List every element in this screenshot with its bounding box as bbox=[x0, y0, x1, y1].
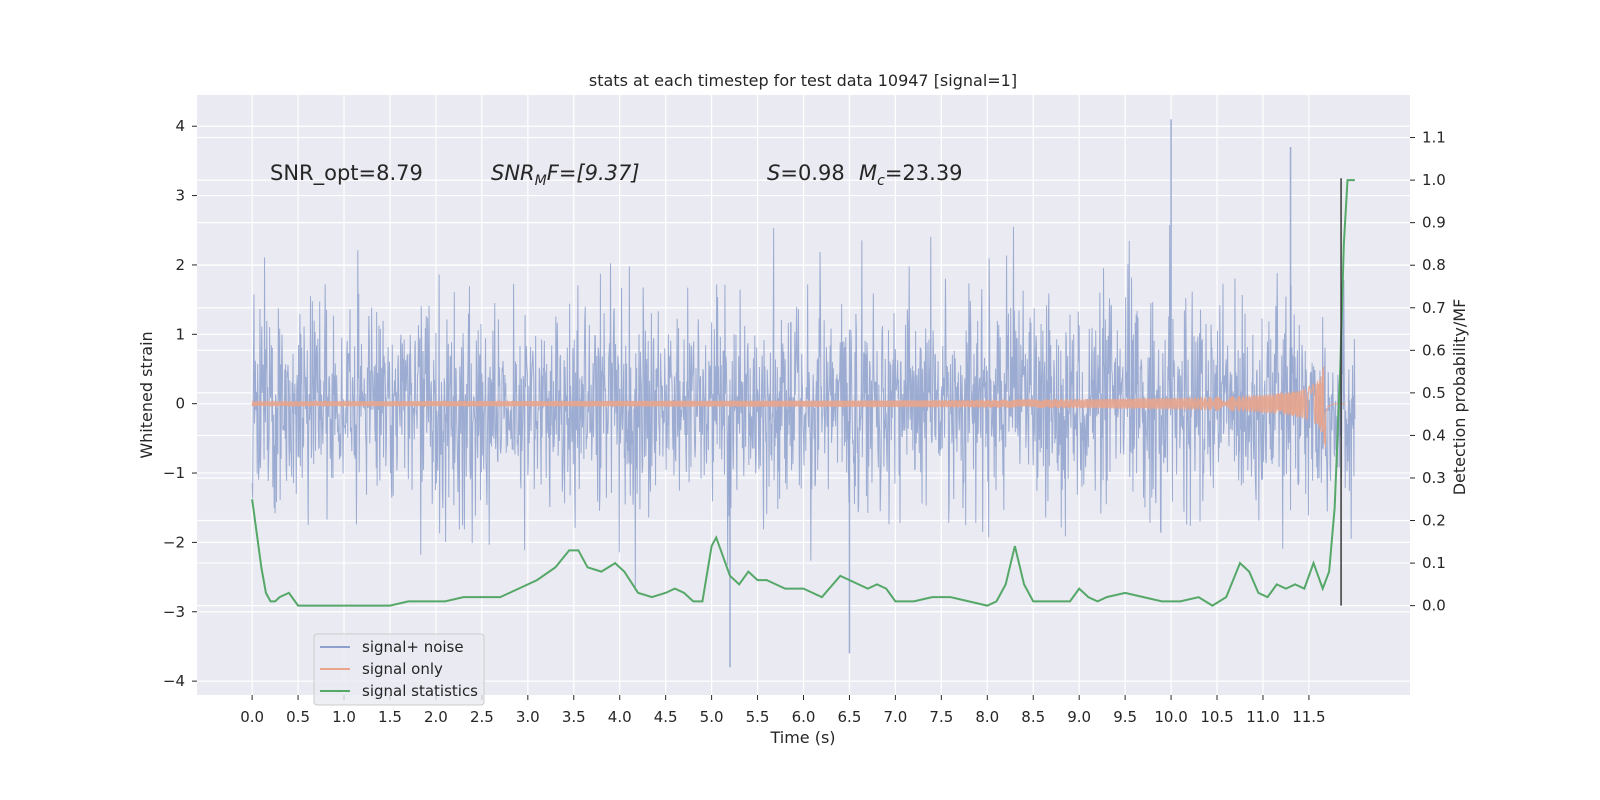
annotation-snr-mf-symbol: SNR bbox=[491, 161, 535, 185]
legend-label-stats: signal statistics bbox=[362, 682, 478, 700]
signal-only-series bbox=[251, 366, 1346, 449]
y2-tick-label: 0.4 bbox=[1422, 426, 1446, 444]
signal-noise-series bbox=[251, 119, 1356, 668]
x-tick-label: 3.0 bbox=[516, 708, 540, 726]
x-tick-label: 8.0 bbox=[975, 708, 999, 726]
y-tick-label: −3 bbox=[163, 603, 185, 621]
x-axis-label: Time (s) bbox=[769, 728, 835, 747]
series-signal-statistics bbox=[251, 179, 1355, 607]
y2-tick-label: 0.3 bbox=[1422, 469, 1446, 487]
annotation-mc-subscript: c bbox=[877, 173, 885, 189]
y2-axis-ticks: 1.1 1.0 0.9 0.8 0.7 0.6 0.5 0.4 0.3 0.2 0.1 0.0 bbox=[1410, 129, 1446, 615]
y2-tick-label: 0.6 bbox=[1422, 341, 1446, 359]
annotation-snr-mf-value: F=[9.37] bbox=[547, 161, 640, 185]
legend-label-noise: signal+ noise bbox=[362, 638, 464, 656]
annotation-snr-mf: SNRMF=[9.37] bbox=[491, 161, 640, 189]
x-tick-label: 8.5 bbox=[1021, 708, 1045, 726]
x-tick-label: 1.5 bbox=[378, 708, 402, 726]
annotation-mc: Mc=23.39 bbox=[859, 161, 963, 189]
x-tick-label: 9.5 bbox=[1113, 708, 1137, 726]
y-tick-label: −4 bbox=[163, 672, 185, 690]
x-tick-label: 3.5 bbox=[562, 708, 586, 726]
x-tick-label: 0.0 bbox=[240, 708, 264, 726]
x-tick-label: 9.0 bbox=[1067, 708, 1091, 726]
x-tick-label: 6.5 bbox=[838, 708, 862, 726]
x-tick-label: 7.0 bbox=[883, 708, 907, 726]
legend: signal+ noise signal only signal statist… bbox=[313, 633, 485, 706]
y2-tick-label: 0.9 bbox=[1422, 214, 1446, 232]
y-tick-label: 4 bbox=[175, 117, 185, 135]
y2-tick-label: 0.5 bbox=[1422, 384, 1446, 402]
y2-tick-label: 0.1 bbox=[1422, 554, 1446, 572]
x-tick-label: 6.0 bbox=[792, 708, 816, 726]
chart-title: stats at each timestep for test data 109… bbox=[589, 71, 1017, 90]
x-axis-ticks: 0.0 0.5 1.0 1.5 2.0 2.5 3.0 3.5 4.0 4.5 5.0 5.5 6.0 6… bbox=[240, 695, 1326, 726]
annotation-snr-mf-subscript: M bbox=[535, 173, 547, 189]
legend-label-signal: signal only bbox=[362, 660, 443, 678]
signal-statistics-series bbox=[251, 179, 1355, 607]
series-signal-only bbox=[251, 366, 1346, 449]
y2-tick-label: 1.1 bbox=[1422, 129, 1446, 147]
x-tick-label: 5.0 bbox=[700, 708, 724, 726]
annotation-mc-value: =23.39 bbox=[885, 161, 963, 185]
y2-axis-label: Detection probability/MF bbox=[1450, 299, 1469, 496]
annotation-s-value: =0.98 bbox=[780, 161, 844, 185]
x-tick-label: 2.5 bbox=[470, 708, 494, 726]
y-tick-label: −2 bbox=[163, 533, 185, 551]
y-tick-label: 2 bbox=[175, 256, 185, 274]
x-tick-label: 1.0 bbox=[332, 708, 356, 726]
y2-tick-label: 0.8 bbox=[1422, 256, 1446, 274]
x-tick-label: 7.5 bbox=[929, 708, 953, 726]
y2-tick-label: 0.0 bbox=[1422, 597, 1446, 615]
y-tick-label: 3 bbox=[175, 187, 185, 205]
y-axis-label: Whitened strain bbox=[137, 331, 156, 458]
x-tick-label: 4.5 bbox=[654, 708, 678, 726]
x-tick-label: 5.5 bbox=[746, 708, 770, 726]
x-tick-label: 4.0 bbox=[608, 708, 632, 726]
legend-box bbox=[313, 633, 485, 706]
annotation-snr-opt: SNR_opt=8.79 bbox=[270, 161, 423, 186]
y2-tick-label: 0.2 bbox=[1422, 512, 1446, 530]
y-tick-label: −1 bbox=[163, 464, 185, 482]
x-tick-label: 0.5 bbox=[286, 708, 310, 726]
x-tick-label: 2.0 bbox=[424, 708, 448, 726]
y2-tick-label: 0.7 bbox=[1422, 299, 1446, 317]
annotation-s: S=0.98 bbox=[767, 161, 845, 185]
y-tick-label: 1 bbox=[175, 325, 185, 343]
x-tick-label: 10.0 bbox=[1154, 708, 1187, 726]
y-axis-ticks: 4 3 2 1 0 −1 −2 −3 −4 bbox=[163, 117, 197, 690]
x-tick-label: 11.5 bbox=[1292, 708, 1325, 726]
y2-tick-label: 1.0 bbox=[1422, 171, 1446, 189]
y-tick-label: 0 bbox=[175, 395, 185, 413]
x-tick-label: 11.0 bbox=[1246, 708, 1279, 726]
annotation-mc-symbol: M bbox=[859, 161, 877, 185]
x-tick-label: 10.5 bbox=[1200, 708, 1233, 726]
annotation-s-symbol: S bbox=[767, 161, 780, 185]
